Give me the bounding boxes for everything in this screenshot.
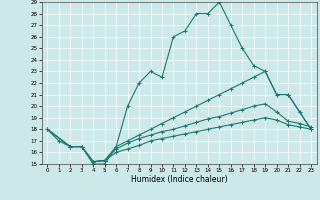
X-axis label: Humidex (Indice chaleur): Humidex (Indice chaleur) — [131, 175, 228, 184]
